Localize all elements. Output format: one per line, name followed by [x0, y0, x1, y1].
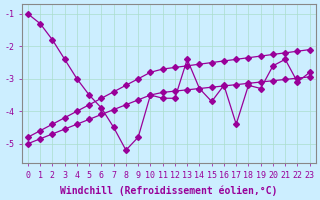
X-axis label: Windchill (Refroidissement éolien,°C): Windchill (Refroidissement éolien,°C) — [60, 185, 277, 196]
